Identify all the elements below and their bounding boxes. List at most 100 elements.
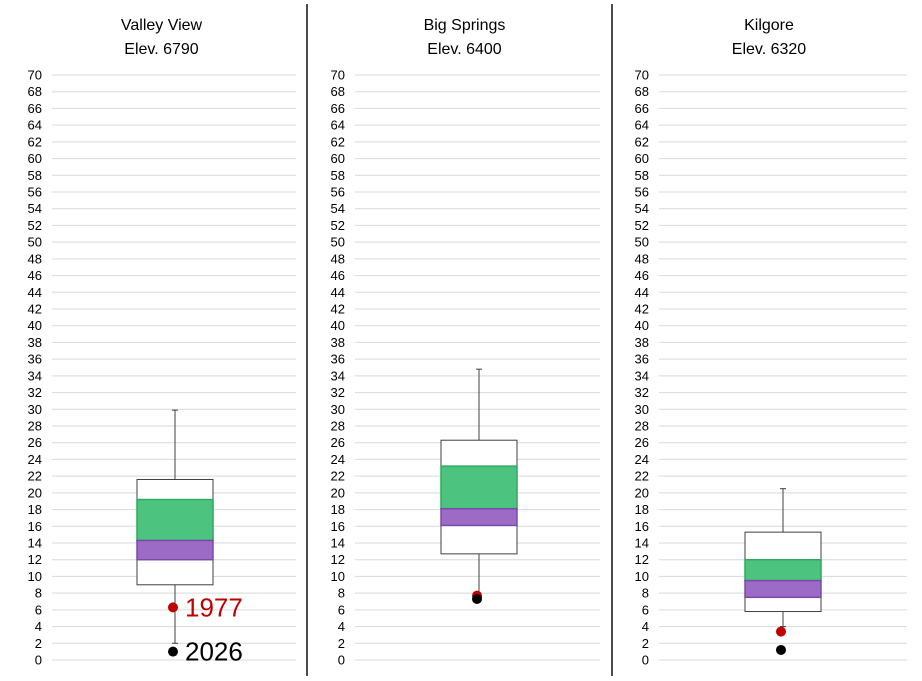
y-tick-label: 14 [28, 536, 42, 551]
y-tick-label: 2 [642, 636, 649, 651]
y-tick-label: 4 [35, 619, 42, 634]
y-tick-label: 70 [635, 68, 649, 83]
y-tick-label: 34 [635, 368, 649, 383]
y-tick-label: 32 [28, 385, 42, 400]
y-tick-label: 52 [331, 218, 345, 233]
y-tick-label: 34 [331, 368, 345, 383]
y-tick-label: 30 [331, 402, 345, 417]
y-tick-label: 20 [28, 485, 42, 500]
y-tick-label: 26 [331, 435, 345, 450]
panel-subtitle: Elev. 6400 [427, 41, 502, 58]
y-tick-label: 10 [635, 569, 649, 584]
y-tick-label: 24 [635, 452, 649, 467]
y-tick-label: 12 [635, 552, 649, 567]
y-tick-label: 0 [35, 653, 42, 668]
box-lower-band [136, 539, 214, 561]
y-tick-label: 60 [28, 151, 42, 166]
y-tick-label: 30 [635, 402, 649, 417]
y-tick-label: 64 [331, 118, 345, 133]
y-tick-label: 58 [331, 168, 345, 183]
y-tick-label: 66 [28, 101, 42, 116]
y-tick-label: 0 [642, 653, 649, 668]
y-tick-label: 16 [635, 519, 649, 534]
y-tick-label: 62 [331, 134, 345, 149]
y-tick-label: 14 [635, 536, 649, 551]
y-tick-label: 62 [28, 134, 42, 149]
y-tick-label: 56 [635, 185, 649, 200]
y-tick-label: 48 [635, 251, 649, 266]
y-tick-label: 54 [331, 201, 345, 216]
y-tick-label: 4 [338, 619, 345, 634]
y-tick-label: 16 [28, 519, 42, 534]
panel-title: Kilgore [744, 17, 794, 34]
y-tick-label: 38 [635, 335, 649, 350]
y-tick-label: 10 [331, 569, 345, 584]
y-tick-label: 68 [635, 84, 649, 99]
y-tick-label: 70 [331, 68, 345, 83]
y-tick-label: 46 [635, 268, 649, 283]
y-tick-label: 34 [28, 368, 42, 383]
box-lower-band [744, 579, 822, 599]
y-tick-label: 64 [28, 118, 42, 133]
y-tick-label: 54 [28, 201, 42, 216]
point-2026 [776, 644, 786, 655]
y-tick-label: 28 [635, 419, 649, 434]
y-tick-label: 58 [635, 168, 649, 183]
y-tick-label: 14 [331, 536, 345, 551]
panel-title: Valley View [121, 17, 203, 34]
y-tick-label: 20 [331, 485, 345, 500]
y-tick-label: 56 [28, 185, 42, 200]
y-tick-label: 8 [35, 586, 42, 601]
y-tick-label: 48 [331, 251, 345, 266]
point-1977 [168, 602, 178, 613]
panel-subtitle: Elev. 6320 [732, 41, 807, 58]
y-tick-label: 18 [331, 502, 345, 517]
box-upper-band [440, 465, 518, 510]
point-2026 [168, 646, 178, 657]
y-tick-label: 36 [635, 352, 649, 367]
y-tick-label: 12 [28, 552, 42, 567]
y-tick-label: 68 [331, 84, 345, 99]
y-tick-label: 68 [28, 84, 42, 99]
y-tick-label: 32 [635, 385, 649, 400]
y-tick-label: 16 [331, 519, 345, 534]
y-tick-label: 4 [642, 619, 649, 634]
y-tick-label: 6 [35, 602, 42, 617]
y-tick-label: 2 [338, 636, 345, 651]
y-tick-label: 6 [338, 602, 345, 617]
panel-title: Big Springs [424, 17, 506, 34]
y-tick-label: 22 [635, 469, 649, 484]
y-tick-label: 2 [35, 636, 42, 651]
box-upper-band [136, 498, 214, 542]
y-tick-label: 26 [28, 435, 42, 450]
y-tick-label: 58 [28, 168, 42, 183]
panel-subtitle: Elev. 6790 [124, 41, 199, 58]
y-tick-label: 48 [28, 251, 42, 266]
y-tick-label: 66 [635, 101, 649, 116]
y-tick-label: 42 [28, 302, 42, 317]
y-tick-label: 0 [338, 653, 345, 668]
y-tick-label: 44 [28, 285, 42, 300]
y-tick-label: 22 [331, 469, 345, 484]
y-tick-label: 40 [331, 318, 345, 333]
y-tick-label: 56 [331, 185, 345, 200]
y-tick-label: 24 [331, 452, 345, 467]
y-tick-label: 38 [28, 335, 42, 350]
y-tick-label: 30 [28, 402, 42, 417]
y-tick-label: 18 [635, 502, 649, 517]
y-tick-label: 8 [642, 586, 649, 601]
y-tick-label: 20 [635, 485, 649, 500]
y-tick-label: 40 [635, 318, 649, 333]
box-upper-band [744, 558, 822, 582]
y-tick-label: 10 [28, 569, 42, 584]
y-tick-label: 44 [635, 285, 649, 300]
y-tick-label: 12 [331, 552, 345, 567]
y-tick-label: 60 [331, 151, 345, 166]
y-tick-label: 8 [338, 586, 345, 601]
y-tick-label: 50 [635, 235, 649, 250]
y-tick-label: 46 [28, 268, 42, 283]
y-tick-label: 46 [331, 268, 345, 283]
